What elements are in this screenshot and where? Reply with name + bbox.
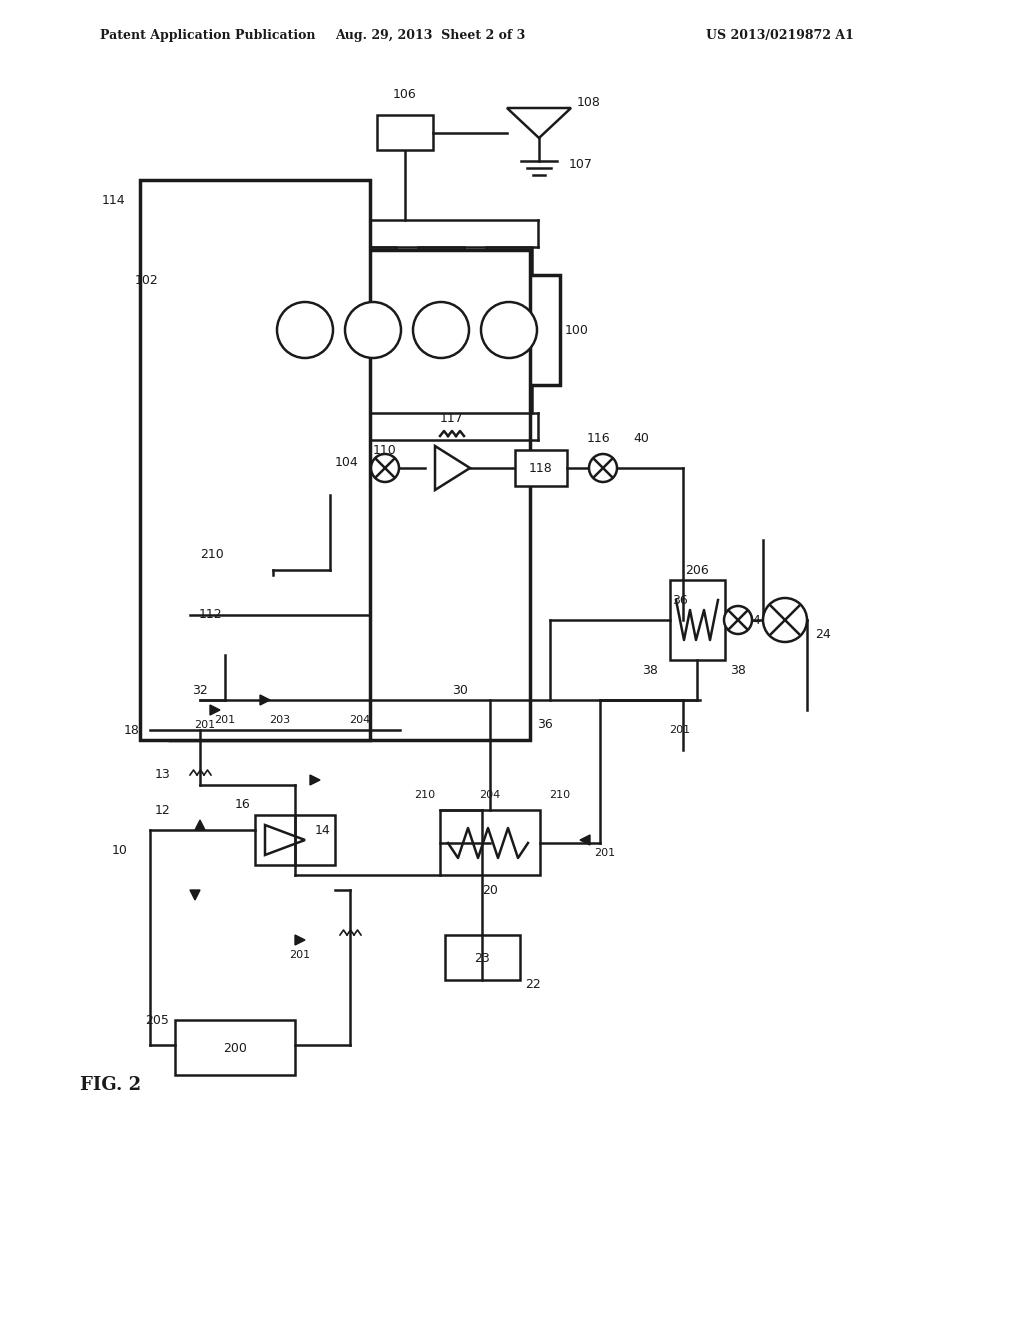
Text: 18: 18 — [124, 723, 140, 737]
Text: 100: 100 — [565, 323, 589, 337]
FancyBboxPatch shape — [255, 814, 335, 865]
Text: 23: 23 — [474, 952, 489, 965]
Text: 40: 40 — [633, 432, 649, 445]
Text: 36: 36 — [538, 718, 553, 731]
FancyBboxPatch shape — [515, 450, 567, 486]
Circle shape — [724, 606, 752, 634]
FancyBboxPatch shape — [270, 275, 560, 385]
Polygon shape — [310, 775, 319, 785]
Text: 210: 210 — [200, 549, 224, 561]
FancyBboxPatch shape — [445, 935, 520, 979]
Text: 16: 16 — [234, 799, 250, 812]
Text: 36: 36 — [672, 594, 688, 606]
Text: 32: 32 — [193, 684, 208, 697]
Text: 22: 22 — [525, 978, 541, 991]
Polygon shape — [210, 705, 220, 715]
Text: 104: 104 — [335, 457, 358, 470]
FancyBboxPatch shape — [255, 590, 273, 640]
Circle shape — [371, 454, 399, 482]
FancyBboxPatch shape — [486, 385, 532, 413]
Text: 205: 205 — [145, 1014, 169, 1027]
Text: 118: 118 — [529, 462, 553, 474]
Text: 102: 102 — [134, 273, 158, 286]
Text: 201: 201 — [290, 950, 310, 960]
Circle shape — [589, 454, 617, 482]
FancyBboxPatch shape — [418, 385, 464, 413]
Polygon shape — [580, 836, 590, 845]
Text: 14: 14 — [315, 824, 331, 837]
Polygon shape — [260, 696, 270, 705]
Circle shape — [413, 302, 469, 358]
FancyBboxPatch shape — [670, 579, 725, 660]
Polygon shape — [195, 820, 205, 830]
Text: 38: 38 — [642, 664, 658, 676]
FancyBboxPatch shape — [377, 115, 433, 150]
Text: 201: 201 — [195, 719, 216, 730]
Text: 24: 24 — [815, 628, 830, 642]
Text: 30: 30 — [452, 684, 468, 697]
Circle shape — [345, 302, 401, 358]
Text: 210: 210 — [415, 789, 435, 800]
Polygon shape — [295, 935, 305, 945]
FancyBboxPatch shape — [486, 247, 532, 275]
FancyBboxPatch shape — [140, 180, 370, 741]
FancyBboxPatch shape — [440, 810, 540, 875]
Circle shape — [481, 302, 537, 358]
Text: 206: 206 — [685, 564, 709, 577]
Text: 12: 12 — [155, 804, 170, 817]
Text: 38: 38 — [730, 664, 745, 676]
Text: 117: 117 — [440, 412, 464, 425]
Text: US 2013/0219872 A1: US 2013/0219872 A1 — [707, 29, 854, 41]
Polygon shape — [190, 890, 200, 900]
Text: 108: 108 — [577, 96, 601, 110]
Text: 201: 201 — [214, 715, 236, 725]
Text: 13: 13 — [155, 768, 170, 781]
Text: 201: 201 — [670, 725, 690, 735]
Text: 200: 200 — [223, 1041, 247, 1055]
FancyBboxPatch shape — [418, 247, 464, 275]
FancyBboxPatch shape — [190, 576, 280, 655]
Text: 204: 204 — [349, 715, 371, 725]
Text: 20: 20 — [482, 883, 498, 896]
Text: 112: 112 — [199, 609, 222, 622]
Text: 110: 110 — [373, 444, 397, 457]
Text: 203: 203 — [269, 715, 291, 725]
Text: 116: 116 — [586, 432, 610, 445]
Text: 210: 210 — [550, 789, 570, 800]
FancyBboxPatch shape — [350, 385, 396, 413]
Text: FIG. 2: FIG. 2 — [80, 1076, 141, 1094]
Text: 10: 10 — [112, 843, 128, 857]
Text: Patent Application Publication: Patent Application Publication — [100, 29, 315, 41]
Text: 106: 106 — [393, 88, 417, 102]
FancyBboxPatch shape — [350, 247, 396, 275]
Text: Aug. 29, 2013  Sheet 2 of 3: Aug. 29, 2013 Sheet 2 of 3 — [335, 29, 525, 41]
Text: 204: 204 — [479, 789, 501, 800]
FancyBboxPatch shape — [175, 1020, 295, 1074]
FancyBboxPatch shape — [282, 247, 328, 275]
Text: 34: 34 — [745, 614, 761, 627]
Text: 201: 201 — [595, 847, 615, 858]
Circle shape — [278, 302, 333, 358]
FancyBboxPatch shape — [282, 385, 328, 413]
FancyBboxPatch shape — [170, 249, 530, 741]
Circle shape — [763, 598, 807, 642]
Text: 107: 107 — [569, 158, 593, 172]
Text: 114: 114 — [101, 194, 125, 206]
